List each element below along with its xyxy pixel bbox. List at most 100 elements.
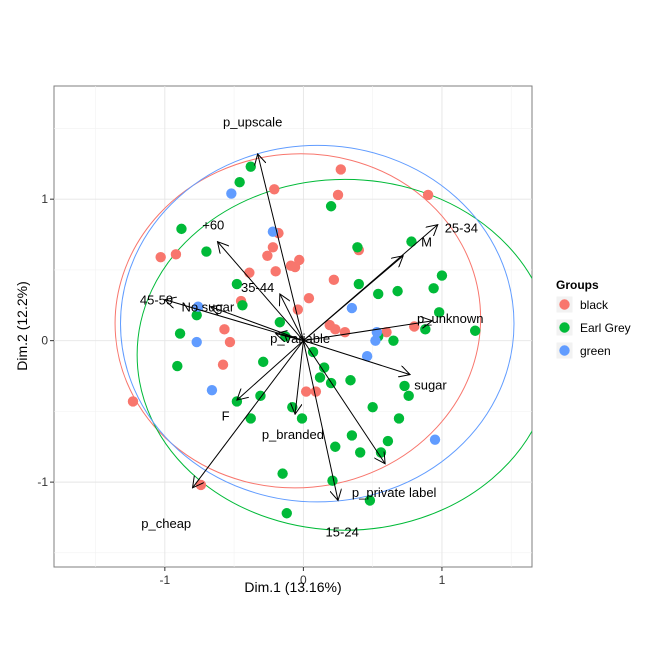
point-earl-grey: [274, 317, 286, 328]
variable-arrow-labels: p_upscale +60 25-34 M 45-59 No sugar 35-44 p_un…: [140, 114, 484, 539]
point-earl-grey: [174, 328, 186, 339]
point-earl-grey: [346, 430, 358, 441]
point-earl-grey: [399, 380, 410, 392]
point-earl-grey: [330, 441, 341, 452]
legend-swatch-green: [559, 345, 570, 356]
point-black: [330, 324, 341, 335]
point-earl-grey: [307, 346, 319, 358]
arrow-label-15-24: 15-24: [326, 525, 359, 540]
point-black: [310, 386, 322, 397]
plot-panel: [53, 85, 533, 568]
arrow-no-sugar: [211, 307, 304, 342]
point-black: [127, 396, 139, 407]
point-black: [224, 336, 236, 348]
point-black: [332, 189, 344, 201]
confidence-ellipses: [114, 144, 532, 531]
point-earl-grey: [367, 401, 378, 413]
y-tick-label: 0: [41, 334, 48, 348]
legend-label-earl-grey: Earl Grey: [580, 321, 631, 335]
point-earl-grey: [433, 307, 445, 318]
x-tick-label: 0: [300, 573, 307, 587]
point-black: [381, 326, 392, 338]
point-earl-grey: [172, 360, 183, 372]
arrow-p-variable: [276, 334, 304, 341]
point-black: [244, 267, 255, 278]
arrow-label-sugar: sugar: [414, 378, 447, 393]
point-earl-grey: [296, 413, 308, 424]
point-green: [206, 384, 218, 396]
y-tick-label: 1: [41, 192, 48, 206]
point-earl-grey: [201, 246, 212, 257]
point-black: [328, 274, 340, 286]
point-earl-grey: [281, 508, 292, 519]
point-green: [267, 226, 279, 237]
arrow-label-p-unknown: p_unknown: [417, 311, 484, 326]
arrow-p-unknown: [303, 321, 432, 342]
point-green: [370, 335, 381, 346]
point-earl-grey: [318, 362, 330, 373]
point-black: [155, 251, 166, 263]
legend: Groups black Earl Grey green: [555, 278, 631, 360]
point-black: [217, 359, 229, 370]
ellipse-green: [120, 144, 515, 503]
arrow-label-p-branded: p_branded: [262, 427, 324, 442]
arrow-15-24: [302, 340, 338, 501]
point-black: [294, 254, 305, 266]
point-earl-grey: [327, 475, 338, 486]
point-earl-grey: [325, 201, 337, 212]
arrow-p-private-label: [302, 340, 385, 464]
point-earl-grey: [255, 390, 266, 402]
arrow-label-60: +60: [202, 218, 224, 233]
arrow-label-45-59: 45-59: [140, 293, 173, 308]
point-black: [339, 326, 351, 338]
point-earl-grey: [393, 413, 405, 424]
point-black: [285, 260, 297, 271]
point-earl-grey: [406, 236, 417, 247]
point-green: [346, 302, 358, 314]
point-black: [292, 304, 304, 315]
point-earl-grey: [392, 285, 403, 297]
x-tick-label: -1: [160, 573, 171, 587]
point-earl-grey: [231, 396, 243, 407]
point-green: [226, 188, 237, 199]
arrow-label-p-variable: p_variable: [270, 331, 330, 346]
arrow-label-25-34: 25-34: [445, 220, 478, 235]
point-earl-grey: [388, 335, 399, 346]
legend-title: Groups: [556, 278, 599, 292]
arrow-label-p-cheap: p_cheap: [141, 516, 191, 531]
arrow-35-44: [280, 294, 304, 341]
point-earl-grey: [258, 356, 269, 368]
point-black: [170, 249, 182, 260]
variable-arrows: [165, 154, 438, 501]
arrow-f: [237, 340, 304, 400]
point-earl-grey: [469, 325, 481, 336]
axes: -1 0 1 -1 0 1: [37, 192, 445, 587]
point-black: [269, 184, 280, 195]
arrow-p-cheap: [193, 340, 304, 488]
y-tick-label: -1: [37, 475, 48, 489]
point-green: [191, 336, 202, 348]
point-earl-grey: [382, 435, 394, 447]
y-axis-title: Dim.2 (12.2%): [14, 281, 30, 370]
point-black: [267, 242, 279, 253]
legend-label-black: black: [580, 298, 609, 312]
point-earl-grey: [428, 283, 439, 294]
point-black: [422, 189, 434, 201]
point-earl-grey: [191, 309, 202, 321]
legend-swatch-earl-grey: [559, 322, 570, 333]
point-earl-grey: [436, 270, 448, 281]
point-earl-grey: [245, 161, 256, 172]
arrow-m: [303, 256, 403, 342]
point-black: [300, 386, 312, 397]
individual-points: [127, 161, 481, 519]
point-earl-grey: [237, 300, 248, 311]
point-black: [262, 250, 273, 261]
point-earl-grey: [353, 278, 365, 290]
arrow-label-f: F: [222, 409, 230, 424]
point-black: [270, 266, 281, 277]
arrow-label-p-upscale: p_upscale: [223, 114, 282, 129]
point-earl-grey: [345, 375, 356, 386]
point-earl-grey: [373, 288, 384, 300]
arrow-p-branded: [295, 340, 304, 415]
